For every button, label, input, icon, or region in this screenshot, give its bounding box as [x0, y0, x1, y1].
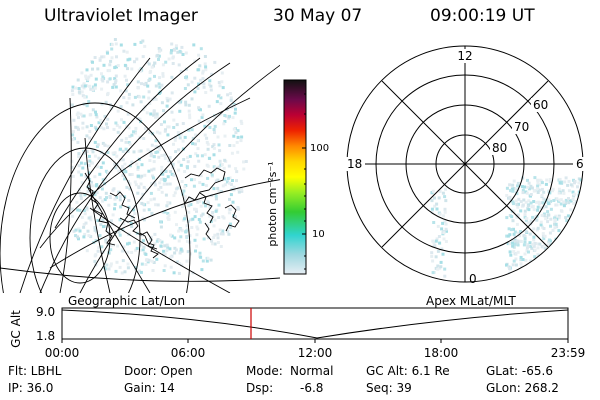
polar-aurora-emission [430, 176, 583, 282]
ip-status: IP: 36.0 [8, 381, 54, 395]
xtick-1800: 18:00 [424, 346, 459, 360]
dsp-value: -6.8 [300, 381, 324, 395]
gc-alt-status: GC Alt: 6.1 Re [366, 364, 450, 378]
altitude-timeline: GC Alt 9.0 1.8 00:00 06:00 12:00 18:00 2… [9, 305, 586, 360]
gain-status: Gain: 14 [124, 381, 175, 395]
instrument-title: Ultraviolet Imager [44, 6, 198, 26]
mode-value: Normal [290, 364, 334, 378]
altitude-ylabel: GC Alt [9, 310, 23, 348]
right-panel-label: Apex MLat/MLT [426, 294, 516, 308]
door-status: Door: Open [124, 364, 193, 378]
coastline [84, 167, 240, 259]
dsp-label: Dsp: [246, 381, 274, 395]
mode-label: Mode: [246, 364, 283, 378]
time-label: 09:00:19 UT [430, 6, 535, 26]
mlt-label-6: 6 [576, 157, 584, 171]
xtick-0600: 06:00 [171, 346, 206, 360]
xtick-1200: 12:00 [298, 346, 333, 360]
altitude-ytick-bottom: 1.8 [36, 329, 55, 343]
glon-status: GLon: 268.2 [486, 381, 559, 395]
altitude-ytick-top: 9.0 [36, 305, 55, 319]
mlat-label-70: 70 [514, 120, 529, 134]
colorbar: 100 10 photon cm⁻²s⁻¹ [266, 79, 329, 275]
seq-status: Seq: 39 [366, 381, 412, 395]
mlat-label-60: 60 [533, 98, 548, 112]
polar-plot: 12 18 6 0 60 70 80 [345, 45, 585, 286]
xtick-2359: 23:59 [551, 346, 586, 360]
colorbar-tick-100: 100 [310, 143, 329, 154]
aurora-emission [70, 38, 248, 275]
colorbar-tick-10: 10 [312, 229, 325, 240]
glat-status: GLat: -65.6 [486, 364, 553, 378]
mlt-label-12: 12 [457, 49, 472, 63]
colorbar-unit-label: photon cm⁻²s⁻¹ [266, 161, 279, 246]
geographic-map [0, 38, 280, 293]
mlat-label-80: 80 [492, 141, 507, 155]
xtick-0000: 00:00 [45, 346, 80, 360]
left-panel-label: Geographic Lat/Lon [68, 294, 186, 308]
mlt-label-0: 0 [469, 272, 477, 286]
date-label: 30 May 07 [273, 6, 363, 26]
mlt-label-18: 18 [347, 157, 362, 171]
filter-status: Flt: LBHL [8, 364, 62, 378]
